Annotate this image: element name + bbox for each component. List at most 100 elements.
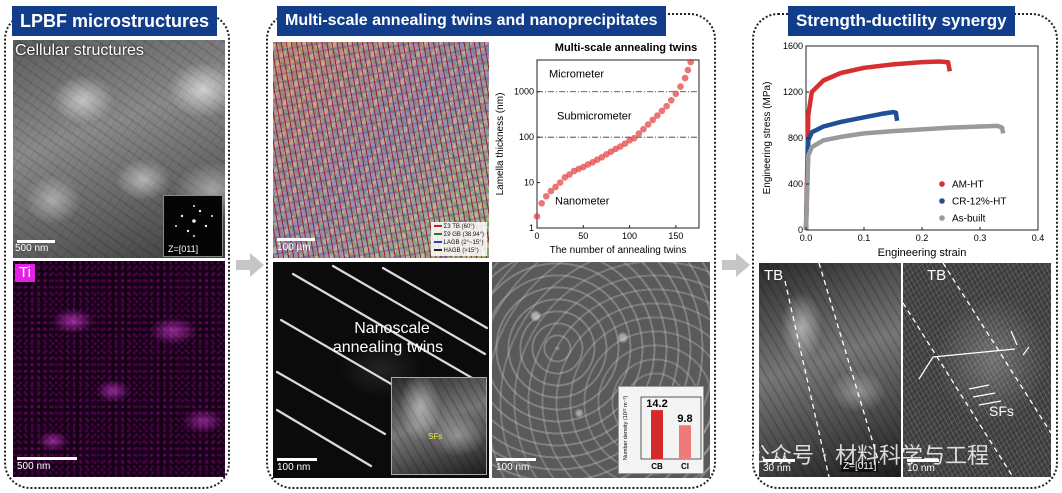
middle-panel-title: Multi-scale annealing twins and nanoprec… bbox=[277, 6, 666, 36]
data-point bbox=[684, 66, 692, 74]
data-point bbox=[649, 116, 657, 124]
density-value-label: 9.8 bbox=[677, 413, 692, 425]
x-tick-label: 0.1 bbox=[858, 233, 871, 243]
twin-thickness-chart: Multi-scale annealing twins Micrometer Sub… bbox=[491, 40, 711, 260]
data-point bbox=[542, 192, 550, 200]
data-point bbox=[667, 96, 675, 104]
scale-bar bbox=[277, 238, 315, 241]
stress-strain-chart: 0 400 800 1200 1600 0.0 0.1 0.2 0.3 0.4 Engineerin… bbox=[758, 40, 1054, 262]
x-tick-label: 0.0 bbox=[800, 233, 813, 243]
x-tick-label: 50 bbox=[578, 231, 588, 241]
inset-frame bbox=[640, 396, 702, 460]
scale-bar-label: 100 µm bbox=[277, 242, 311, 253]
nanoscale-twins-image: Nanoscale annealing twins SFs 100 nm bbox=[273, 262, 489, 478]
cellular-structures-label: Cellular structures bbox=[15, 42, 144, 59]
x-tick-label: 0.2 bbox=[916, 233, 929, 243]
density-bar-CB bbox=[651, 410, 663, 459]
y-axis-label: Engineering stress (MPa) bbox=[762, 82, 773, 195]
saed-inset: Z=[011] bbox=[163, 195, 223, 257]
twin-label-line1: Nanoscale bbox=[354, 320, 430, 337]
y-tick-label: 0 bbox=[798, 225, 803, 235]
zone-axis-label: Z=[011] bbox=[168, 244, 199, 254]
data-point bbox=[644, 121, 652, 128]
density-value-label: 14.2 bbox=[646, 398, 667, 410]
scale-bar bbox=[496, 458, 536, 461]
element-tag: Ti bbox=[15, 264, 35, 282]
density-bar-CI bbox=[679, 425, 691, 459]
arrow-right-icon bbox=[236, 253, 264, 277]
density-bar-plot: 14.2 CB 9.8 CI Number density (10²² m⁻³) bbox=[623, 396, 702, 471]
legend-marker-AM-HT bbox=[939, 181, 945, 187]
scale-bar bbox=[907, 459, 939, 462]
scale-bar-label: 500 nm bbox=[15, 243, 49, 254]
legend-entry-sigma3: Σ3 TB (60°) bbox=[433, 223, 484, 231]
x-tick-label: 0.3 bbox=[974, 233, 987, 243]
data-point bbox=[654, 112, 661, 119]
y-tick-label: 400 bbox=[788, 179, 803, 189]
region-label: Submicrometer bbox=[557, 110, 632, 122]
legend-entry-lagb: LAGB (2°~15°) bbox=[433, 239, 484, 247]
x-tick-label: 150 bbox=[668, 231, 683, 241]
scale-bar bbox=[17, 457, 77, 460]
cellular-structures-image: Cellular structures Z=[011] 500 nm bbox=[13, 40, 225, 258]
legend-label-As-built: As-built bbox=[952, 214, 986, 225]
x-tick-label: 100 bbox=[622, 231, 637, 241]
data-point bbox=[687, 58, 694, 66]
ebsd-legend: Σ3 TB (60°) Σ9 GB (38.94°) LAGB (2°~15°)… bbox=[430, 222, 487, 256]
series-line-CR-12%-HT bbox=[803, 109, 900, 231]
arrow-right-icon bbox=[722, 253, 750, 277]
ti-eds-map: Ti 500 nm bbox=[13, 261, 225, 477]
twin-label-line2: annealing twins bbox=[332, 339, 444, 356]
tb-label: TB bbox=[764, 267, 784, 284]
legend-entry-sigma9: Σ9 GB (38.94°) bbox=[433, 231, 484, 239]
y-tick-label: 10 bbox=[524, 178, 534, 188]
series-line-AM-HT bbox=[803, 59, 953, 231]
legend-label-CR-12%-HT: CR-12%-HT bbox=[952, 197, 1006, 208]
y-tick-label: 100 bbox=[519, 132, 534, 142]
legend-entry-hagb: HAGB (>15°) bbox=[433, 247, 484, 255]
scale-bar bbox=[763, 459, 795, 462]
data-point bbox=[621, 140, 629, 147]
y-tick-label: 1 bbox=[529, 223, 534, 233]
x-tick-label: 0.4 bbox=[1032, 233, 1045, 243]
scale-bar bbox=[277, 458, 317, 461]
region-label: Nanometer bbox=[555, 196, 610, 208]
data-point bbox=[635, 130, 643, 137]
tb-sf-lines bbox=[903, 263, 1051, 477]
plot-frame bbox=[536, 59, 700, 229]
precipitate-density-inset: 14.2 CB 9.8 CI Number density (10²² m⁻³) bbox=[618, 386, 704, 474]
x-tick-label: 0 bbox=[534, 231, 539, 241]
y-tick-label: 1600 bbox=[783, 41, 803, 51]
data-point bbox=[533, 213, 541, 220]
data-point bbox=[640, 125, 647, 133]
scale-bar-label: 10 nm bbox=[907, 463, 935, 474]
watermark: 公众号 · 材料科学与工程 bbox=[748, 444, 989, 469]
sfs-label: SFs bbox=[989, 403, 1014, 419]
data-point bbox=[681, 74, 689, 82]
tb-label: TB bbox=[927, 267, 947, 284]
data-point bbox=[566, 171, 573, 178]
series-line-As-built bbox=[803, 123, 1006, 231]
legend-label-AM-HT: AM-HT bbox=[952, 180, 984, 191]
x-axis-label: Engineering strain bbox=[878, 247, 967, 259]
y-tick-label: 1000 bbox=[514, 87, 534, 97]
data-point bbox=[658, 107, 666, 115]
tb-tem-image: TB Z=[011] 30 nm bbox=[759, 263, 901, 477]
scale-bar-label: 100 nm bbox=[496, 462, 530, 473]
scale-bar-label: 100 nm bbox=[277, 462, 311, 473]
nanoprecipitates-image: 14.2 CB 9.8 CI Number density (10²² m⁻³) 100… bbox=[492, 262, 710, 478]
diffraction-pattern bbox=[175, 205, 213, 237]
stress-strain-plot: 0 400 800 1200 1600 0.0 0.1 0.2 0.3 0.4 Engineerin… bbox=[762, 41, 1045, 259]
scale-bar-label: 500 nm bbox=[17, 461, 51, 472]
density-y-label: Number density (10²² m⁻³) bbox=[623, 396, 629, 461]
tb-boundary-lines bbox=[784, 263, 880, 477]
tb-hrtem-image: TB SFs 10 nm bbox=[903, 263, 1051, 477]
zone-axis-label: Z=[011] bbox=[841, 461, 879, 472]
left-panel-title: LPBF microstructures bbox=[12, 6, 218, 36]
scale-bar bbox=[17, 240, 55, 243]
ebsd-grain-boundary-map: Σ3 TB (60°) Σ9 GB (38.94°) LAGB (2°~15°)… bbox=[273, 42, 489, 258]
data-point bbox=[547, 187, 555, 195]
data-point bbox=[630, 134, 638, 142]
y-tick-label: 1200 bbox=[783, 87, 803, 97]
data-point bbox=[538, 199, 545, 207]
